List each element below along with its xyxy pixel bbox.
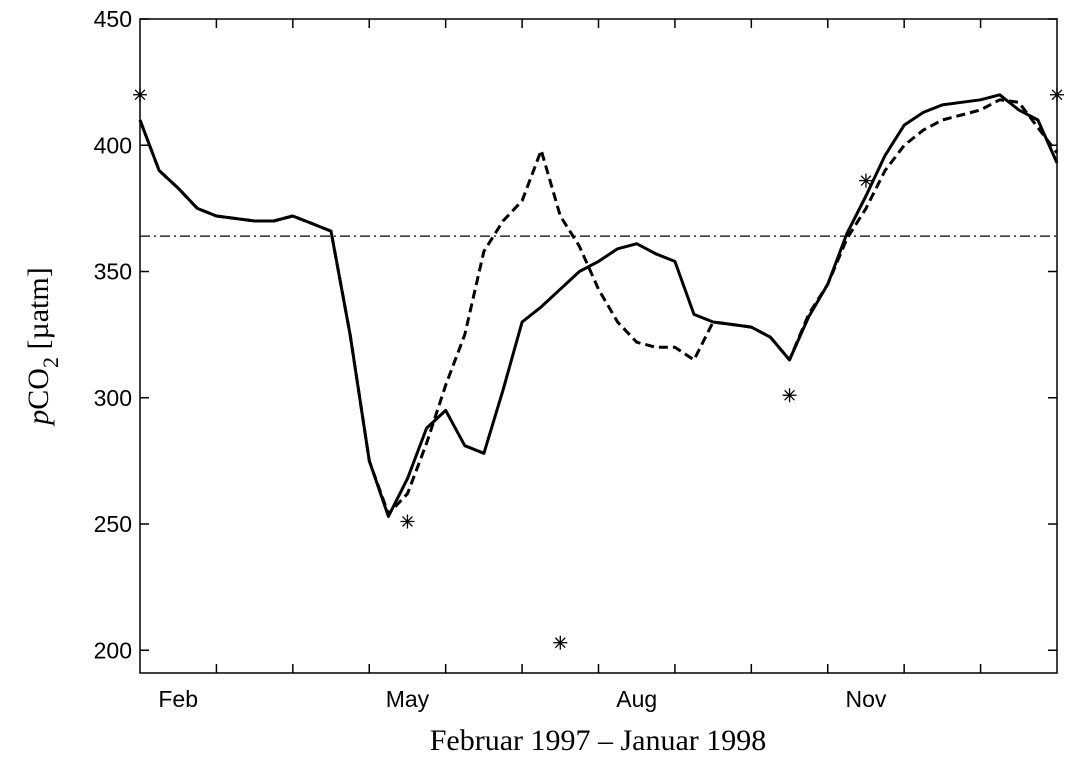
y-label-part: p	[22, 410, 55, 427]
marker-stroke	[860, 175, 872, 187]
star-marker	[553, 635, 568, 650]
marker-stroke	[554, 637, 566, 649]
y-tick-label: 200	[94, 637, 132, 663]
star-marker	[400, 514, 415, 529]
y-label-part: [µatm]	[22, 267, 55, 357]
marker-stroke	[1051, 89, 1063, 101]
y-label-part: 2	[38, 357, 63, 368]
y-axis-label: pCO2 [µatm]	[22, 267, 63, 426]
x-axis-label: Februar 1997 – Januar 1998	[430, 724, 767, 757]
marker-stroke	[784, 389, 795, 401]
plot-frame	[139, 18, 1058, 674]
y-label-part: CO	[22, 368, 55, 410]
x-tick-label: Aug	[616, 686, 657, 712]
y-tick-label: 450	[94, 6, 132, 32]
data-line	[138, 98, 1059, 516]
star-marker	[133, 87, 147, 102]
x-tick-label: Nov	[846, 686, 887, 712]
y-tick-label: 300	[94, 385, 132, 411]
y-tick-label: 250	[94, 511, 132, 537]
marker-stroke	[402, 516, 413, 527]
y-tick-label: 350	[94, 259, 132, 285]
x-tick-label: Feb	[158, 686, 198, 712]
star-marker	[1050, 87, 1064, 102]
star-marker	[858, 173, 873, 188]
marker-stroke	[134, 89, 146, 101]
x-tick-label: May	[386, 686, 430, 712]
data-line	[138, 93, 1059, 518]
y-tick-label: 400	[94, 132, 132, 158]
star-marker	[782, 388, 797, 403]
